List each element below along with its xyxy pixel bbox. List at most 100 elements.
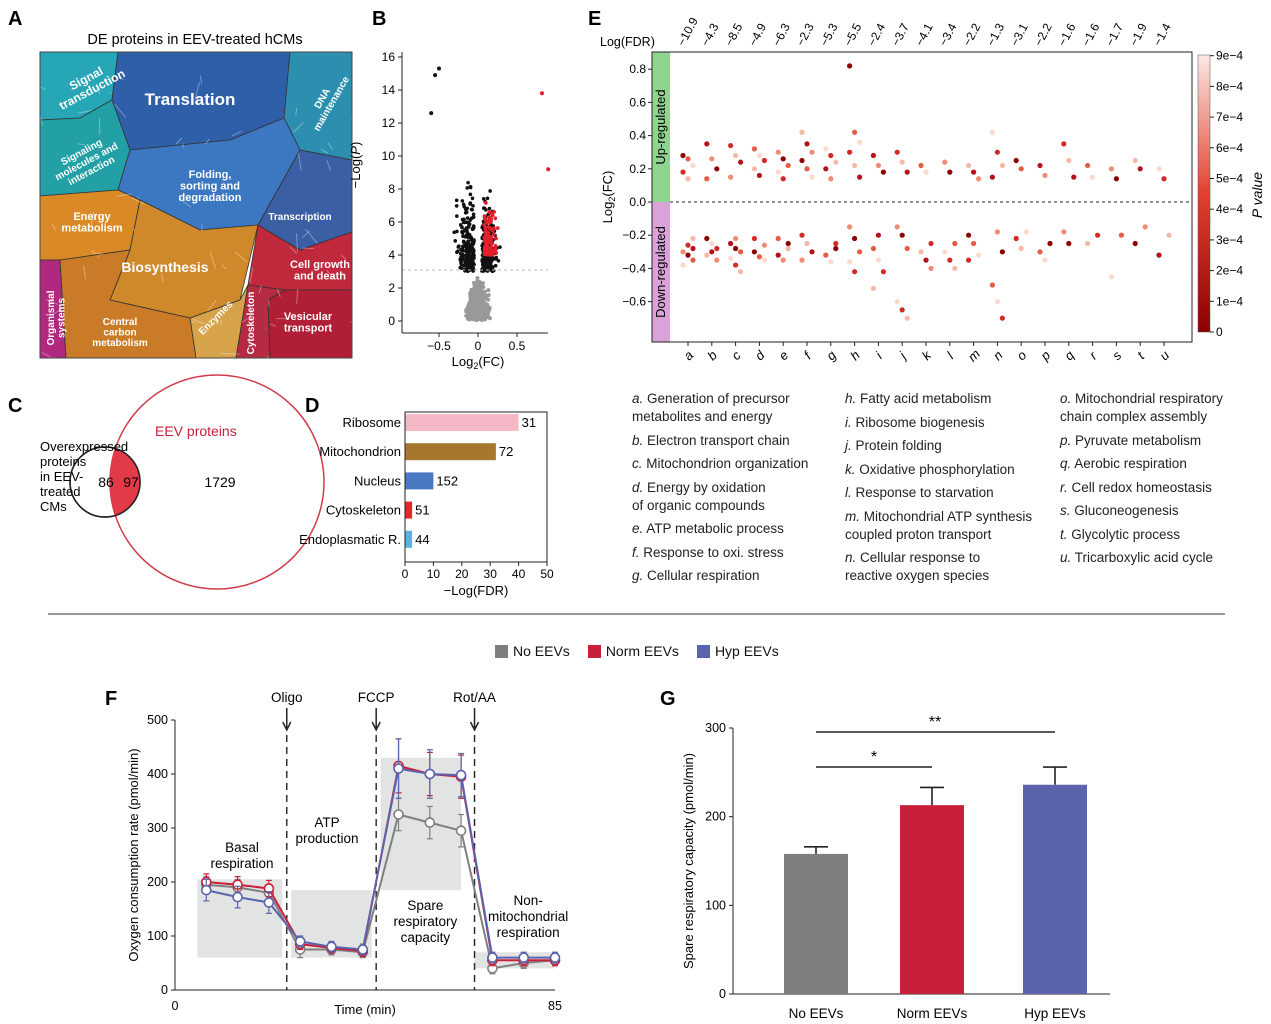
bar-d-category: Mitochondrion xyxy=(319,444,401,459)
bar-d xyxy=(405,472,434,490)
volcano-point-sig xyxy=(480,225,484,230)
volcano-point-sig xyxy=(463,262,468,267)
volcano-point-ns xyxy=(479,309,484,314)
volcano-point-ns xyxy=(475,309,480,314)
region-shade xyxy=(380,757,462,891)
dot-point xyxy=(799,129,805,135)
dot-point xyxy=(804,240,810,247)
volcano-xtick: −0.5 xyxy=(427,339,451,353)
volcano-point-sig xyxy=(455,229,459,234)
dot-xtick: h xyxy=(847,347,863,363)
dot-ytick: −0.6 xyxy=(622,295,646,309)
treemap-label: Biosynthesis xyxy=(121,259,208,275)
dot-point xyxy=(1137,166,1143,172)
line-chart-f: 0 100 200 300 400 500 0 85 Time (min) Oxygen cons… xyxy=(126,690,568,1017)
dot-point xyxy=(875,232,882,238)
dot-point xyxy=(857,174,863,180)
dot-point xyxy=(833,245,839,252)
volcano-point-sig xyxy=(437,66,441,71)
dot-point xyxy=(823,252,829,258)
colorbar-tick: 6e−4 xyxy=(1216,141,1243,155)
dot-top-label: −2.3 xyxy=(793,21,817,49)
panel-letter-c: C xyxy=(8,395,22,417)
line-f-point xyxy=(424,768,436,780)
dot-point xyxy=(904,245,910,252)
volcano-point-ns xyxy=(474,295,479,300)
go-term: t. Glycolytic process xyxy=(1060,526,1181,542)
bar-d-category: Nucleus xyxy=(354,473,401,488)
treemap-label: Translation xyxy=(145,90,236,109)
volcano-point-sig xyxy=(460,231,465,235)
top-title: Log(FDR) xyxy=(600,35,655,49)
volcano-xtick: 0.5 xyxy=(509,339,526,353)
dot-point xyxy=(714,257,720,263)
volcano-point-sig xyxy=(481,197,486,201)
dot-point xyxy=(1013,157,1019,164)
bar-g xyxy=(784,853,848,994)
dot-point xyxy=(685,176,691,182)
colorbar-tick: 1e−4 xyxy=(1216,294,1243,308)
dot-point xyxy=(704,235,710,242)
legend-label: Hyp EEVs xyxy=(714,643,779,659)
bar-d-category: Cytoskeleton xyxy=(326,503,401,518)
bar-d-value: 51 xyxy=(415,503,429,518)
go-list-col1: a. Generation of precursor metabolites an… xyxy=(632,390,832,591)
dot-top-label: −1.4 xyxy=(1150,21,1174,49)
treemap-label: Central carbon metabolism xyxy=(92,317,148,349)
dot-point xyxy=(1042,257,1048,263)
line-f-point xyxy=(357,944,369,955)
bar-d-xtick: 30 xyxy=(484,567,498,581)
dot-point xyxy=(852,162,858,169)
significance-star: ** xyxy=(929,714,941,731)
line-f-point xyxy=(518,952,530,963)
dot-point xyxy=(738,159,744,165)
region-label: Spare respiratory capacity xyxy=(393,898,457,945)
go-term: o. Mitochondrial respiratory chain comple… xyxy=(1060,391,1223,424)
volcano-point-sig xyxy=(471,249,475,253)
dot-point xyxy=(1013,235,1019,242)
volcano-point-overlap xyxy=(494,236,498,241)
dot-point xyxy=(870,285,877,291)
volcano-point-sig xyxy=(462,217,466,222)
dot-top-label: −1.9 xyxy=(1126,21,1150,49)
dot-point xyxy=(847,63,853,69)
volcano-ytick: 8 xyxy=(388,182,395,196)
dot-point xyxy=(971,240,977,247)
volcano-point-sig xyxy=(464,220,469,224)
bar-d-value: 152 xyxy=(436,473,458,488)
treemap-label: Cell growth and death xyxy=(290,259,350,283)
dot-point xyxy=(1108,166,1114,172)
go-list-col3: o. Mitochondrial respiratory chain comple… xyxy=(1060,390,1265,573)
volcano-point-sig xyxy=(491,268,496,273)
dot-point xyxy=(733,245,739,252)
legend-item: Norm EEVs xyxy=(587,643,679,659)
dot-point xyxy=(751,166,758,172)
colorbar-tick: 2e−4 xyxy=(1216,264,1243,278)
volcano-point-sig xyxy=(481,262,486,266)
dot-ytick: 0.8 xyxy=(629,62,646,76)
dot-top-label: −3.7 xyxy=(888,21,912,49)
dot-point xyxy=(1061,141,1067,147)
dot-point xyxy=(799,232,805,238)
volcano-point-sig xyxy=(470,266,474,271)
dot-point xyxy=(875,162,882,169)
go-term: i. Ribosome biogenesis xyxy=(845,414,985,430)
dot-point xyxy=(857,249,863,255)
bar-g-ytick: 0 xyxy=(719,987,726,1001)
volcano-point-sig xyxy=(469,235,473,239)
dot-point xyxy=(809,249,815,255)
dot-point xyxy=(1085,240,1091,247)
dot-point xyxy=(1037,162,1043,169)
volcano-point-sig xyxy=(487,206,492,211)
significance-star: * xyxy=(871,749,877,766)
volcano-point-sig xyxy=(471,226,475,230)
dot-point xyxy=(738,249,744,255)
treemap-cell xyxy=(235,284,287,359)
dot-point xyxy=(833,159,839,165)
volcano-point-sig xyxy=(464,253,469,258)
dot-point xyxy=(761,242,768,248)
bar-d xyxy=(405,414,519,431)
volcano-point-sig xyxy=(482,206,487,211)
dot-point xyxy=(966,257,972,263)
dot-point xyxy=(880,169,887,175)
